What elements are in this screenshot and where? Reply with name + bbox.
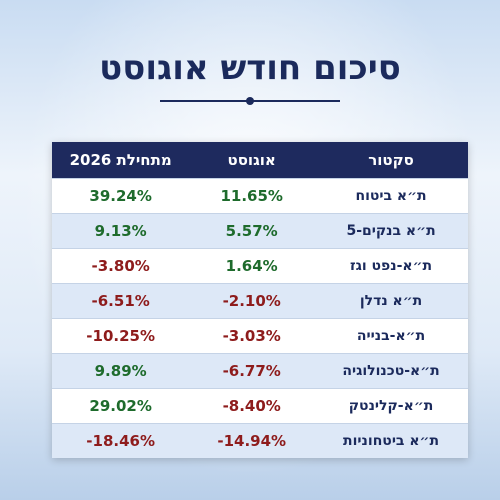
value-cell: -2.10%	[189, 283, 315, 319]
value-cell: -8.40%	[189, 388, 315, 424]
value-cell: 29.02%	[52, 388, 190, 424]
sector-cell: ת״א-בנייה	[314, 318, 468, 354]
column-header: אוגוסט	[189, 142, 315, 179]
sector-cell: ת״א נדלן	[314, 283, 468, 319]
value-cell: -3.80%	[52, 248, 190, 284]
value-cell: 1.64%	[189, 248, 315, 284]
value-cell: 5.57%	[189, 213, 315, 249]
column-header: מתחילת 2026	[52, 142, 190, 179]
table-row: ת״א-טכנולוגיה -6.77% 9.89%	[52, 353, 468, 389]
value-cell: -14.94%	[189, 423, 315, 458]
sector-cell: ת״א-נפט וגז	[314, 248, 468, 284]
value-cell: -6.77%	[189, 353, 315, 389]
column-header: סקטור	[314, 142, 468, 179]
title-underline-dot	[246, 97, 254, 105]
value-cell: 9.13%	[52, 213, 190, 249]
table-row: ת״א נדלן -2.10% -6.51%	[52, 283, 468, 319]
table-body: ת״א ביטוח 11.65% 39.24% ת״א בנקים-5 5.57% 9.1…	[52, 178, 468, 458]
sector-cell: ת״א ביטוח	[314, 178, 468, 214]
value-cell: -18.46%	[52, 423, 190, 458]
table-row: ת״א-קלינטק -8.40% 29.02%	[52, 388, 468, 424]
table-row: ת״א-נפט וגז 1.64% -3.80%	[52, 248, 468, 284]
value-cell: -3.03%	[189, 318, 315, 354]
summary-table: סקטור אוגוסט מתחילת 2026 ת״א ביטוח 11.65% 39…	[52, 142, 468, 458]
sector-cell: ת״א בנקים-5	[314, 213, 468, 249]
value-cell: 39.24%	[52, 178, 190, 214]
table-row: ת״א ביטחוניות -14.94% -18.46%	[52, 423, 468, 458]
sector-cell: ת״א-טכנולוגיה	[314, 353, 468, 389]
value-cell: -6.51%	[52, 283, 190, 319]
sector-cell: ת״א ביטחוניות	[314, 423, 468, 458]
value-cell: 11.65%	[189, 178, 315, 214]
table-row: ת״א-בנייה -3.03% -10.25%	[52, 318, 468, 354]
table-row: ת״א בנקים-5 5.57% 9.13%	[52, 213, 468, 249]
title: סיכום חודש אוגוסט	[99, 48, 401, 88]
header-row: סקטור אוגוסט מתחילת 2026	[52, 142, 468, 179]
value-cell: 9.89%	[52, 353, 190, 389]
sector-cell: ת״א-קלינטק	[314, 388, 468, 424]
table-row: ת״א ביטוח 11.65% 39.24%	[52, 178, 468, 214]
value-cell: -10.25%	[52, 318, 190, 354]
